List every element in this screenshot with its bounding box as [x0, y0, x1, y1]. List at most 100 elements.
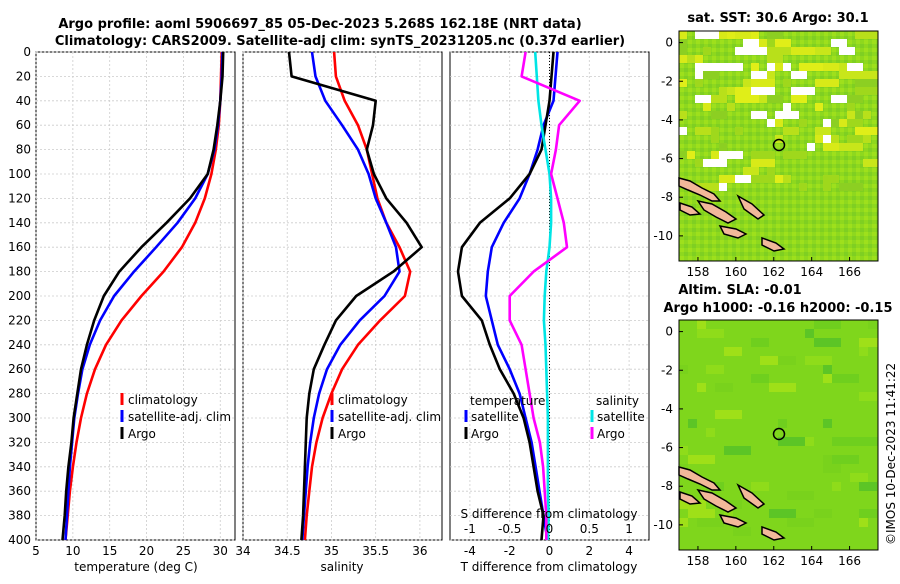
sla-cell	[814, 338, 841, 347]
sla-map-title-line1: Altim. SLA: -0.01	[678, 283, 801, 298]
legend-label-satellite: satellite-adj. clim	[128, 410, 231, 424]
x-tick-label: 35	[324, 544, 339, 558]
legend-label-temp-satellite: satellite	[471, 410, 519, 424]
sst-cell	[679, 47, 687, 55]
sla-cell	[751, 374, 769, 383]
sla-cell	[751, 338, 769, 347]
sst-cell	[711, 127, 719, 135]
map-y-tick-label: 0	[665, 36, 673, 50]
map-x-tick-label: 160	[724, 265, 747, 279]
sst-cell	[679, 111, 687, 119]
salinity-tick-labels: 34 34.5 35 35.5 36	[235, 544, 427, 558]
y-tick-label: 240	[8, 338, 31, 352]
map-x-tick-label: 166	[838, 554, 861, 568]
sla-cell	[715, 410, 742, 419]
map-y-tick-label: -2	[661, 363, 673, 377]
sst-cell	[767, 175, 791, 183]
sst-cell	[847, 95, 863, 103]
sla-cell	[787, 518, 814, 527]
sst-cell	[695, 79, 703, 87]
island-malaita	[736, 483, 766, 509]
sst-cell	[831, 95, 847, 103]
sst-cell	[839, 143, 863, 151]
legend-label-sal-argo: Argo	[597, 427, 625, 441]
sst-cell	[847, 111, 871, 119]
x-tick-label: 0	[546, 544, 554, 558]
sst-cell	[863, 135, 871, 143]
sst-cell	[775, 111, 799, 119]
sla-map-panel: Altim. SLA: -0.01 Argo h1000: -0.16 h200…	[653, 283, 892, 568]
salinity-lines	[287, 51, 424, 541]
legend-label-satellite: satellite-adj. clim	[338, 410, 441, 424]
map-y-tick-label: -4	[661, 402, 673, 416]
y-tick-label: 180	[8, 265, 31, 279]
sla-cell	[724, 446, 751, 455]
x-top-tick-label: -0.5	[498, 522, 521, 536]
sst-cell	[823, 135, 831, 143]
difference-tick-labels: -4 -2 0 2 4 -1 -0.5 0 0.5 1	[464, 522, 633, 558]
difference-xlabel: T difference from climatology	[460, 560, 638, 574]
x-tick-label: 10	[65, 544, 80, 558]
temperature-legend: climatology satellite-adj. clim Argo	[120, 393, 231, 441]
sst-cell	[751, 111, 767, 119]
x-top-tick-label: 0.5	[580, 522, 599, 536]
legend-label-climatology: climatology	[338, 393, 408, 407]
sla-cell	[679, 365, 688, 374]
sst-cell	[711, 111, 727, 119]
sla-cell	[805, 437, 814, 446]
sla-cell	[778, 437, 805, 446]
sst-cell	[847, 103, 855, 111]
sla-cell	[733, 527, 751, 536]
sst-cell	[751, 159, 775, 167]
map-x-tick-label: 158	[686, 554, 709, 568]
x-tick-label: 25	[176, 544, 191, 558]
difference-legend: temperature satellite Argo salinity sate…	[464, 394, 645, 441]
sst-cell	[839, 63, 847, 71]
sst-cell	[735, 95, 759, 103]
sst-cell	[823, 143, 847, 151]
sst-cell	[839, 63, 863, 71]
sla-cell	[688, 419, 697, 428]
y-tick-label: 220	[8, 313, 31, 327]
map-y-tick-label: -10	[653, 229, 673, 243]
map-y-tick-label: -6	[661, 152, 673, 166]
sla-cell	[697, 329, 724, 338]
sst-cell	[751, 71, 767, 79]
salinity-panel: 34 34.5 35 35.5 36 salinity climatology sate…	[235, 51, 443, 574]
sla-cell	[805, 329, 814, 338]
map-y-tick-label: -8	[661, 479, 673, 493]
sst-cell	[767, 47, 791, 55]
temperature-tick-labels: 0 20 40 60 80 100 120 140 160 180 200 220 240 260 280 3…	[8, 45, 228, 558]
y-tick-label: 320	[8, 435, 31, 449]
y-tick-label: 160	[8, 240, 31, 254]
sst-cell	[855, 79, 878, 87]
sst-cell	[767, 39, 775, 47]
sst-cell	[855, 87, 878, 95]
sst-cell	[839, 183, 863, 191]
sst-cell	[791, 87, 799, 95]
legend-label-argo: Argo	[128, 427, 156, 441]
sla-cell	[823, 464, 841, 473]
legend-title-salinity: salinity	[596, 394, 639, 408]
sla-cell	[832, 374, 859, 383]
sst-cell	[695, 31, 719, 39]
y-tick-label: 100	[8, 167, 31, 181]
salinity-gridlines	[242, 51, 442, 541]
map-x-tick-label: 162	[762, 265, 785, 279]
figure-title-line2: Climatology: CARS2009. Satellite-adj cli…	[55, 34, 625, 49]
y-tick-label: 80	[16, 143, 31, 157]
island-malaita	[736, 194, 766, 220]
sst-cell	[687, 151, 695, 159]
island-santa-isabel	[696, 488, 738, 513]
sst-cell	[775, 39, 791, 47]
sst-cell	[751, 31, 759, 39]
sst-cell	[679, 79, 687, 87]
map-x-tick-label: 160	[724, 554, 747, 568]
sla-cell	[751, 482, 769, 491]
sla-cell	[814, 320, 841, 329]
difference-xlabel-top: S difference from climatology	[461, 507, 638, 521]
sst-cell	[695, 63, 719, 71]
sst-cell	[783, 175, 791, 183]
sst-cell	[767, 31, 783, 39]
sst-map-tick-labels: 158 160 162 164 166 0 -2 -4 -6 -8 -10	[653, 36, 861, 279]
